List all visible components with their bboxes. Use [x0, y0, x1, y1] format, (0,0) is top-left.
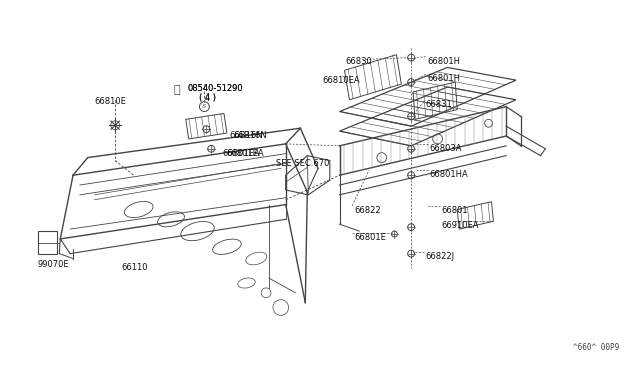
Text: 66801E: 66801E	[355, 233, 386, 242]
Text: ( 4 ): ( 4 )	[200, 94, 216, 103]
Text: 66B16N: 66B16N	[234, 131, 268, 140]
Text: 66801HA: 66801HA	[430, 170, 468, 179]
Text: 66831: 66831	[426, 100, 452, 109]
Text: 66801: 66801	[442, 206, 468, 215]
Text: 66801H: 66801H	[428, 74, 461, 83]
Text: 66910EA: 66910EA	[442, 221, 479, 230]
Text: 66801EA: 66801EA	[222, 149, 260, 158]
Text: 66B16N: 66B16N	[230, 131, 264, 140]
Text: 66810E: 66810E	[95, 97, 127, 106]
Text: 66801EA: 66801EA	[226, 149, 264, 158]
Text: S: S	[202, 104, 207, 109]
Text: 66822J: 66822J	[426, 252, 455, 261]
Text: ( 4 ): ( 4 )	[200, 93, 216, 102]
Text: Ⓢ: Ⓢ	[173, 85, 180, 95]
Text: 66801H: 66801H	[428, 57, 461, 65]
Text: 66822: 66822	[355, 206, 381, 215]
Text: 66110: 66110	[121, 263, 148, 272]
Text: 08540-51290: 08540-51290	[188, 84, 243, 93]
Text: 66830: 66830	[346, 57, 372, 65]
Text: SEE SEC.670: SEE SEC.670	[276, 158, 329, 167]
Text: 66810EA: 66810EA	[322, 76, 360, 85]
Text: ^660^ 00P9: ^660^ 00P9	[573, 343, 619, 352]
Text: 66803A: 66803A	[430, 144, 462, 153]
Text: 99070E: 99070E	[38, 260, 69, 269]
Text: 08540-51290: 08540-51290	[188, 84, 243, 93]
